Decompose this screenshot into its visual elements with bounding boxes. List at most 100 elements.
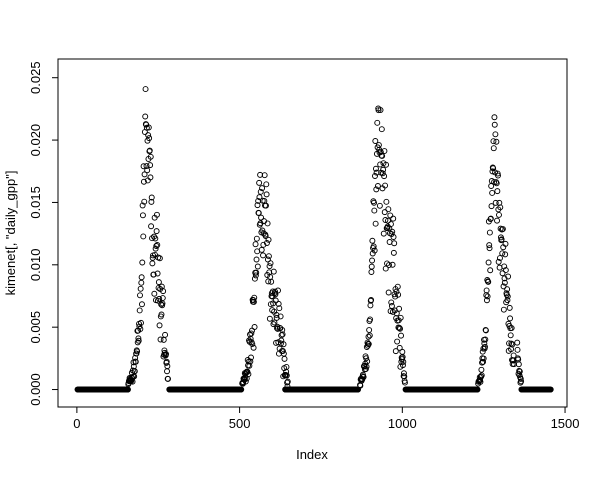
data-point bbox=[366, 332, 373, 339]
data-point bbox=[156, 295, 163, 302]
data-point bbox=[154, 241, 161, 248]
data-point bbox=[371, 247, 378, 254]
data-point bbox=[143, 124, 150, 131]
data-point bbox=[371, 207, 378, 214]
data-point bbox=[368, 297, 375, 303]
data-point bbox=[381, 173, 388, 180]
data-point bbox=[249, 341, 256, 348]
data-point bbox=[136, 307, 143, 314]
data-point bbox=[139, 259, 146, 266]
data-point bbox=[380, 166, 387, 173]
data-point bbox=[251, 294, 258, 301]
data-point bbox=[482, 336, 489, 343]
data-point bbox=[400, 358, 407, 365]
data-point bbox=[370, 243, 377, 250]
data-point bbox=[496, 255, 503, 262]
data-point bbox=[153, 243, 160, 249]
data-point bbox=[163, 358, 170, 365]
data-point bbox=[157, 336, 164, 343]
data-point bbox=[145, 132, 152, 139]
data-point bbox=[262, 233, 269, 239]
data-point bbox=[263, 191, 270, 198]
data-point bbox=[154, 270, 161, 277]
data-point bbox=[369, 237, 376, 244]
data-point bbox=[401, 379, 408, 386]
data-point bbox=[272, 288, 279, 295]
data-point bbox=[164, 363, 171, 370]
data-point bbox=[138, 279, 145, 286]
plot-border bbox=[57, 58, 568, 408]
data-point bbox=[486, 229, 493, 236]
data-point bbox=[491, 121, 498, 128]
data-point bbox=[253, 256, 260, 263]
data-point bbox=[163, 351, 170, 358]
data-point bbox=[383, 161, 390, 168]
data-point bbox=[371, 199, 377, 206]
data-point bbox=[260, 252, 267, 259]
data-point bbox=[147, 153, 154, 160]
data-point bbox=[382, 217, 389, 224]
data-point bbox=[500, 283, 507, 290]
data-point bbox=[374, 183, 381, 190]
data-point bbox=[277, 325, 284, 332]
data-point bbox=[256, 194, 263, 201]
data-point bbox=[490, 138, 497, 145]
data-point bbox=[261, 172, 268, 179]
data-point bbox=[397, 314, 404, 321]
data-point bbox=[497, 225, 504, 232]
data-point bbox=[253, 235, 260, 242]
data-point bbox=[132, 358, 139, 365]
data-point bbox=[504, 293, 511, 300]
data-point bbox=[504, 297, 511, 304]
data-point bbox=[504, 286, 511, 293]
data-point bbox=[153, 211, 160, 218]
y-tick-label: 0.005 bbox=[28, 311, 43, 344]
data-point bbox=[400, 370, 407, 377]
data-point bbox=[151, 290, 158, 297]
data-point bbox=[385, 206, 392, 213]
data-point bbox=[494, 188, 501, 195]
data-point bbox=[396, 305, 403, 312]
data-point bbox=[131, 368, 138, 375]
y-axis-title: kimenet[, "daily_gpp"] bbox=[3, 171, 18, 296]
data-point bbox=[254, 202, 261, 209]
data-point bbox=[265, 236, 272, 243]
data-point bbox=[255, 209, 262, 216]
data-point bbox=[160, 288, 167, 295]
data-point bbox=[488, 203, 495, 210]
data-point bbox=[383, 198, 390, 205]
scatter-points bbox=[74, 86, 554, 393]
x-tick-label: 500 bbox=[229, 416, 251, 431]
data-point bbox=[502, 251, 509, 258]
data-point bbox=[279, 348, 286, 354]
data-point bbox=[252, 272, 259, 279]
data-point bbox=[253, 269, 260, 276]
data-point bbox=[248, 354, 254, 361]
data-point bbox=[140, 233, 147, 240]
data-point bbox=[394, 283, 401, 290]
data-point bbox=[478, 372, 485, 379]
data-point bbox=[387, 221, 394, 228]
data-point bbox=[500, 306, 507, 313]
data-point bbox=[372, 173, 378, 179]
data-point bbox=[391, 240, 398, 247]
data-point bbox=[494, 217, 501, 224]
data-point bbox=[390, 249, 397, 256]
data-point bbox=[259, 185, 266, 192]
data-point bbox=[499, 226, 506, 233]
data-point bbox=[377, 149, 384, 156]
data-point bbox=[501, 263, 508, 270]
data-point bbox=[155, 279, 162, 286]
data-point bbox=[385, 217, 391, 224]
data-point bbox=[398, 332, 404, 339]
data-point bbox=[516, 368, 523, 375]
data-point bbox=[381, 148, 388, 155]
data-point bbox=[144, 167, 151, 174]
data-point bbox=[393, 310, 400, 317]
data-point bbox=[277, 340, 284, 347]
data-point bbox=[279, 327, 286, 333]
data-point bbox=[514, 339, 521, 346]
data-point bbox=[251, 275, 258, 282]
